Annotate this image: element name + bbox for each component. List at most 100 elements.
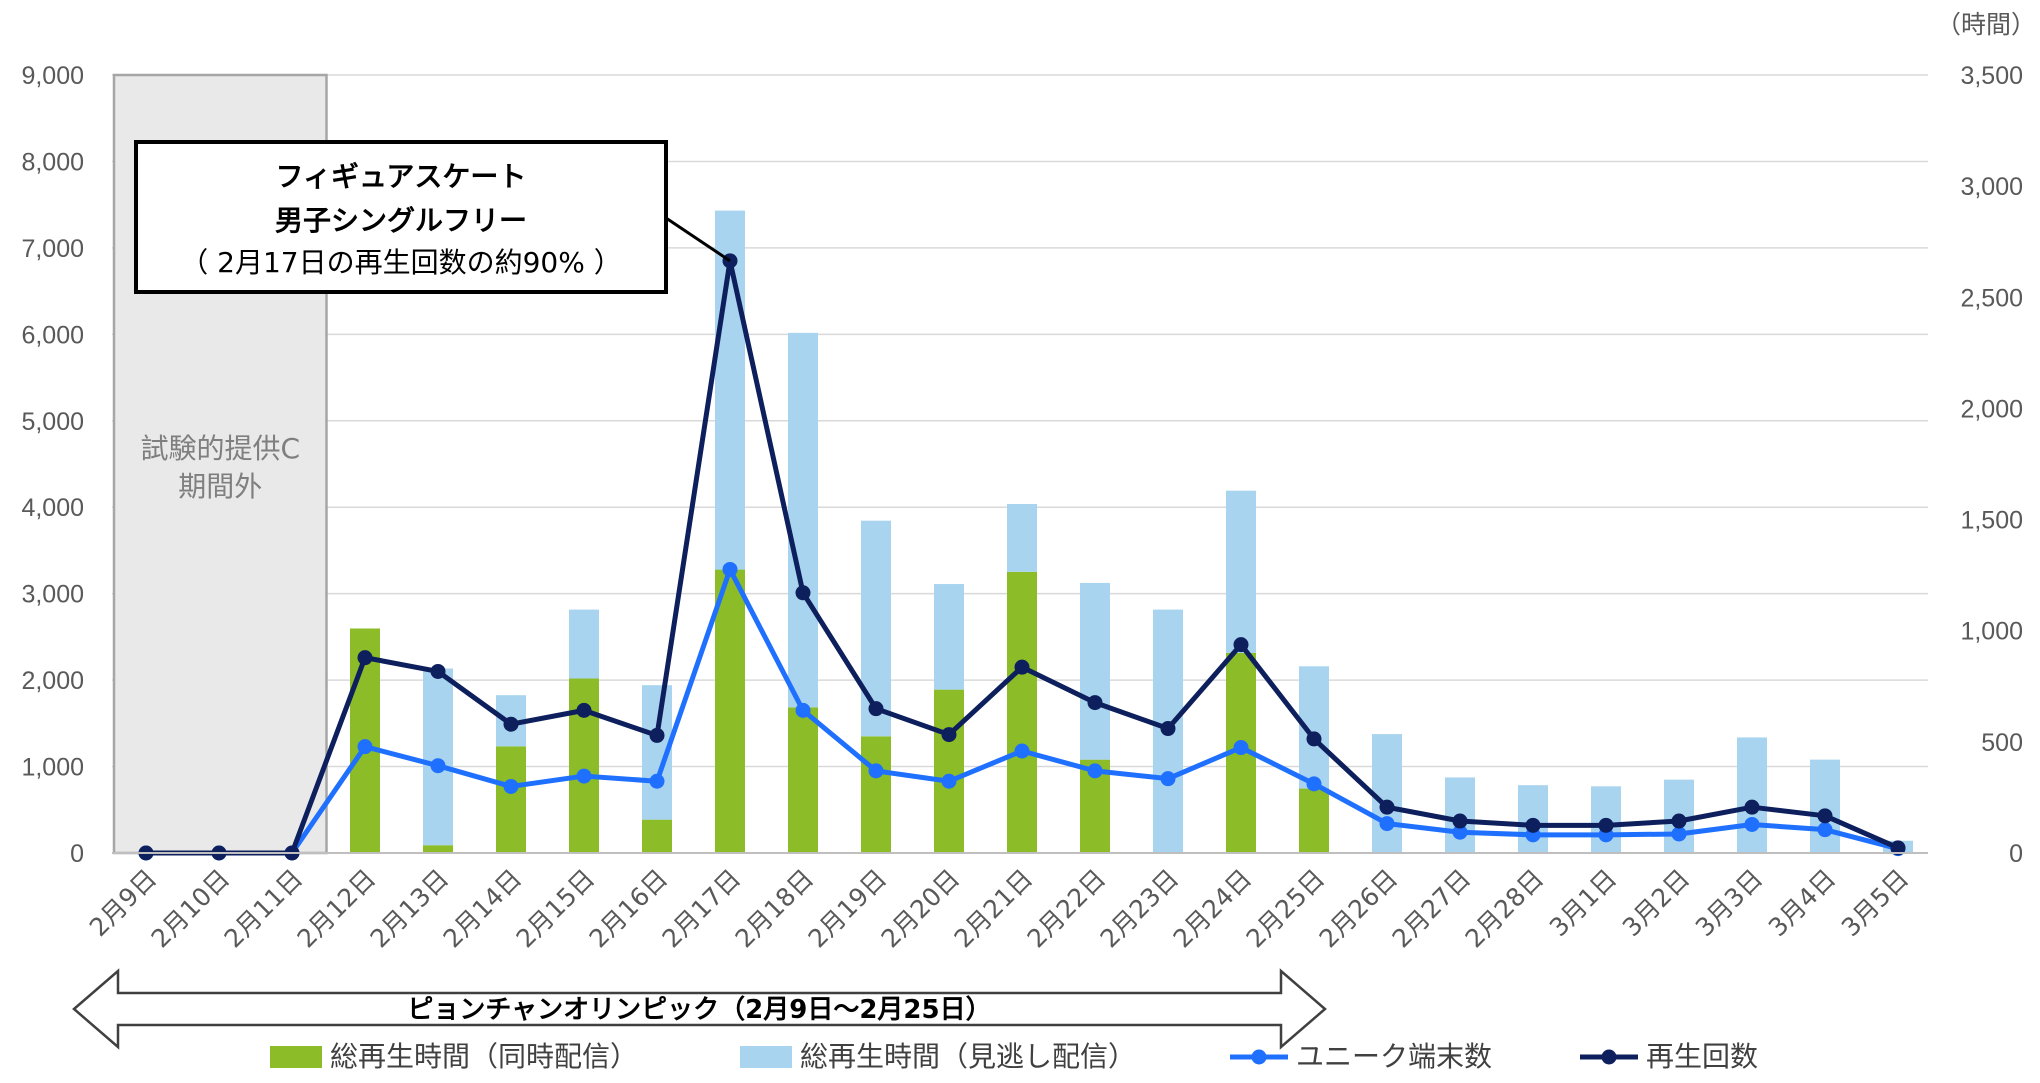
- point-unique-devices: [795, 702, 811, 718]
- x-axis-tick-label: 2月21日: [949, 864, 1039, 954]
- point-play-count: [1160, 721, 1176, 737]
- left-axis-tick-label: 9,000: [21, 62, 84, 90]
- period-arrow: ピョンチャンオリンピック（2月9日～2月25日）: [72, 968, 1327, 1050]
- point-unique-devices: [1817, 822, 1833, 838]
- left-axis-tick-label: 2,000: [21, 667, 84, 695]
- point-play-count: [1598, 817, 1614, 833]
- bars: [350, 210, 1913, 853]
- point-play-count: [649, 727, 665, 743]
- point-unique-devices: [1233, 740, 1249, 756]
- callout: フィギュアスケート 男子シングルフリー （ 2月17日の再生回数の約90% ）: [134, 140, 731, 294]
- point-unique-devices: [941, 773, 957, 789]
- point-play-count: [1014, 659, 1030, 675]
- right-axis-tick-label: 500: [1981, 729, 2023, 757]
- point-play-count: [795, 585, 811, 601]
- x-axis-tick-label: 2月22日: [1022, 864, 1112, 954]
- point-unique-devices: [1452, 824, 1468, 840]
- x-axis-tick-label: 2月27日: [1387, 864, 1477, 954]
- x-axis-tick-label: 2月13日: [365, 864, 455, 954]
- left-axis-tick-label: 0: [70, 840, 84, 868]
- bar-catchup: [861, 520, 891, 737]
- left-axis-tick-label: 4,000: [21, 494, 84, 522]
- point-unique-devices: [722, 561, 738, 577]
- bar-catchup: [1372, 734, 1402, 853]
- bar-catchup: [1226, 490, 1256, 653]
- bar-catchup: [1810, 759, 1840, 853]
- left-axis-tick-label: 7,000: [21, 235, 84, 263]
- x-axis-tick-label: 3月1日: [1544, 864, 1622, 942]
- bar-catchup: [1007, 504, 1037, 572]
- callout-box: [134, 140, 668, 294]
- point-play-count: [941, 727, 957, 743]
- legend-marker: [1251, 1049, 1267, 1065]
- x-axis-tick-label: 2月11日: [219, 864, 309, 954]
- x-axis-tick-label: 3月5日: [1836, 864, 1914, 942]
- bar-catchup: [569, 609, 599, 679]
- point-unique-devices: [1087, 763, 1103, 779]
- left-axis-tick-label: 5,000: [21, 408, 84, 436]
- point-unique-devices: [576, 768, 592, 784]
- legend-label: 総再生時間（同時配信）: [330, 1040, 638, 1073]
- x-axis-tick-label: 2月15日: [511, 864, 601, 954]
- point-play-count: [1306, 731, 1322, 747]
- bar-catchup: [934, 584, 964, 690]
- point-play-count: [1525, 817, 1541, 833]
- left-axis-tick-label: 6,000: [21, 321, 84, 349]
- point-play-count: [1452, 813, 1468, 829]
- bar-simulcast: [788, 707, 818, 853]
- x-axis-tick-label: 2月18日: [730, 864, 820, 954]
- lines: [138, 253, 1906, 861]
- bar-catchup: [1080, 582, 1110, 760]
- x-axis-tick-label: 2月14日: [438, 864, 528, 954]
- x-axis-tick-label: 3月2日: [1617, 864, 1695, 942]
- legend-marker: [1601, 1049, 1617, 1065]
- callout-line3: （ 2月17日の再生回数の約90% ）: [180, 246, 621, 279]
- bar-simulcast: [642, 819, 672, 853]
- point-unique-devices: [649, 773, 665, 789]
- x-axis-tick-label: 2月10日: [146, 864, 236, 954]
- point-play-count: [1744, 799, 1760, 815]
- shaded-region-label-line2: 期間外: [178, 470, 262, 503]
- point-play-count: [576, 702, 592, 718]
- point-play-count: [1817, 808, 1833, 824]
- left-axis-tick-label: 8,000: [21, 148, 84, 176]
- point-play-count: [868, 701, 884, 717]
- x-axis-tick-label: 2月25日: [1241, 864, 1331, 954]
- legend-label: ユニーク端末数: [1296, 1040, 1492, 1073]
- bar-catchup: [788, 332, 818, 708]
- point-unique-devices: [357, 739, 373, 755]
- point-unique-devices: [1160, 771, 1176, 787]
- x-axis-tick-label: 2月24日: [1168, 864, 1258, 954]
- point-play-count: [1233, 637, 1249, 653]
- point-play-count: [503, 716, 519, 732]
- point-play-count: [1087, 695, 1103, 711]
- left-axis-tick-label: 1,000: [21, 754, 84, 782]
- legend-label: 総再生時間（見逃し配信）: [800, 1040, 1136, 1073]
- left-axis-tick-label: 3,000: [21, 581, 84, 609]
- point-play-count: [357, 650, 373, 666]
- period-arrow-shape: [72, 968, 1327, 1050]
- point-unique-devices: [1379, 816, 1395, 832]
- x-axis-tick-label: 2月19日: [803, 864, 893, 954]
- callout-line2: 男子シングルフリー: [275, 204, 527, 237]
- point-unique-devices: [868, 763, 884, 779]
- legend: 総再生時間（同時配信） 総再生時間（見逃し配信） ユニーク端末数 再生回数: [270, 1040, 1758, 1073]
- period-label: ピョンチャンオリンピック（2月9日～2月25日）: [407, 995, 991, 1025]
- point-play-count: [1890, 840, 1906, 856]
- shaded-region-label-line1: 試験的提供C: [140, 432, 300, 465]
- bar-simulcast: [1299, 788, 1329, 853]
- right-axis-unit-label: （時間）: [1936, 11, 2036, 39]
- right-axis-tick-label: 1,500: [1960, 507, 2023, 535]
- callout-leader-line: [665, 216, 731, 263]
- point-unique-devices: [1014, 743, 1030, 759]
- bar-simulcast: [423, 845, 453, 853]
- right-axis-tick-label: 2,500: [1960, 284, 2023, 312]
- bar-catchup: [423, 668, 453, 846]
- right-axis-tick-label: 1,000: [1960, 618, 2023, 646]
- x-axis-tick-label: 3月4日: [1763, 864, 1841, 942]
- bar-simulcast: [496, 746, 526, 853]
- bar-simulcast: [715, 569, 745, 853]
- x-axis-tick-label: 2月28日: [1460, 864, 1550, 954]
- point-unique-devices: [1744, 816, 1760, 832]
